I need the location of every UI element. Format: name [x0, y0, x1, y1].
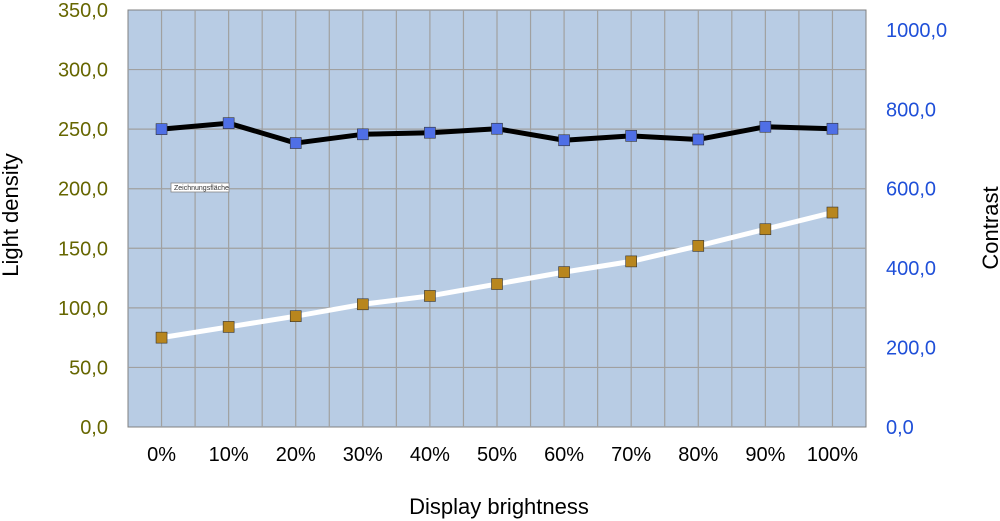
plot-area-tooltip-text: Zeichnungsfläche: [174, 185, 229, 192]
series-1-marker: [289, 137, 302, 149]
series-1-marker: [424, 126, 436, 139]
right-axis-title: Contrast: [978, 186, 1000, 269]
right-axis-ticks: 0,0 200,0 400,0 600,0 800,0 1000,0: [886, 20, 947, 439]
series-2-marker: [424, 290, 436, 302]
right-axis-tick-label: 200,0: [886, 338, 936, 360]
series-2-marker: [558, 266, 570, 278]
series-layer: [155, 117, 839, 344]
grid-lines: [128, 10, 866, 427]
series-2-marker: [155, 331, 168, 344]
left-axis-tick-label: 250,0: [58, 119, 108, 141]
plot-area-tooltip: Zeichnungsfläche: [170, 182, 230, 193]
x-axis-tick-label: 40%: [410, 444, 450, 466]
x-axis-tick-label: 60%: [544, 444, 584, 466]
left-axis-tick-label: 50,0: [69, 357, 108, 379]
series-2-marker: [826, 206, 839, 219]
left-axis-ticks: 0,0 50,0 100,0 150,0 200,0 250,0 300,0 350,0: [58, 0, 108, 439]
series-2-marker: [625, 255, 637, 268]
left-axis-tick-label: 0,0: [80, 417, 108, 439]
left-axis-tick-label: 150,0: [58, 238, 108, 260]
left-axis-tick-label: 350,0: [58, 0, 108, 22]
left-axis-tick-label: 200,0: [58, 179, 108, 201]
series-1-marker: [222, 117, 235, 129]
left-axis-tick-label: 300,0: [58, 60, 108, 82]
x-axis-tick-label: 80%: [678, 444, 718, 466]
right-axis-tick-label: 400,0: [886, 258, 936, 280]
x-axis-tick-label: 20%: [276, 444, 316, 466]
x-axis-ticks: 0% 10% 20% 30% 40% 50% 60% 70% 80% 90% 100%: [147, 444, 858, 466]
series-2-marker: [491, 278, 503, 290]
left-axis-tick-label: 100,0: [58, 298, 108, 320]
x-axis-tick-label: 0%: [147, 444, 176, 466]
series-1-marker: [625, 130, 637, 142]
series-1-marker: [692, 133, 705, 146]
x-axis-tick-label: 10%: [209, 444, 249, 466]
right-axis-tick-label: 600,0: [886, 179, 936, 201]
x-axis-tick-label: 50%: [477, 444, 517, 466]
x-axis-tick-label: 100%: [807, 444, 858, 466]
series-1-marker: [155, 123, 168, 135]
x-axis-tick-label: 30%: [343, 444, 383, 466]
series-2-marker: [222, 321, 235, 333]
series-2-marker: [289, 310, 302, 322]
x-axis-tick-label: 90%: [745, 444, 785, 466]
right-axis-tick-label: 0,0: [886, 417, 914, 439]
series-1-marker: [357, 128, 369, 141]
series-2-marker: [759, 223, 772, 236]
series-1-marker: [759, 120, 772, 133]
series-2-marker: [692, 240, 705, 252]
right-axis-tick-label: 1000,0: [886, 20, 947, 42]
series-2-marker: [357, 298, 369, 311]
series-1-marker: [826, 122, 839, 135]
right-axis-tick-label: 800,0: [886, 99, 936, 121]
x-axis-title: Display brightness: [409, 494, 589, 519]
left-axis-title: Light density: [0, 153, 23, 277]
series-1-marker: [558, 134, 570, 147]
x-axis-tick-label: 70%: [611, 444, 651, 466]
series-1-marker: [491, 122, 503, 135]
